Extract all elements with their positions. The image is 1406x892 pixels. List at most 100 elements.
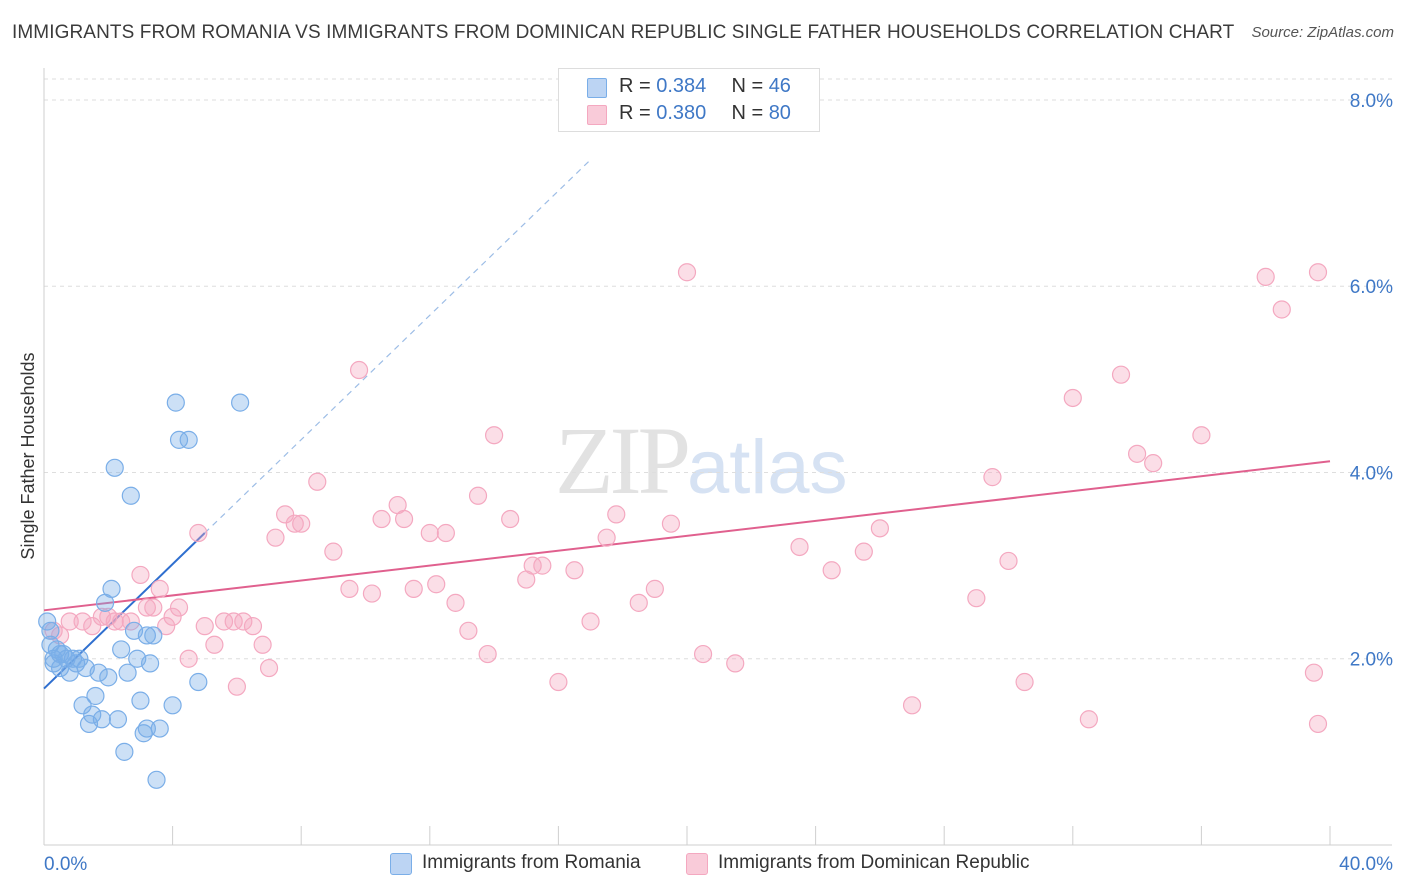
dominican-point bbox=[340, 579, 359, 598]
romania-point bbox=[231, 393, 250, 412]
dominican-point bbox=[1304, 663, 1324, 682]
dominican-point bbox=[308, 472, 327, 491]
romania-trend-extension bbox=[204, 159, 591, 534]
x-tick-label: 0.0% bbox=[44, 854, 87, 875]
dominican-point bbox=[324, 542, 343, 561]
dominican-point bbox=[112, 612, 131, 631]
dominican-point bbox=[902, 696, 922, 715]
romania-point bbox=[70, 649, 89, 668]
dominican-point bbox=[726, 654, 745, 673]
romania-point bbox=[169, 430, 189, 449]
dominican-point bbox=[677, 263, 697, 282]
legend-r-value-dominican: 0.380 bbox=[656, 102, 707, 124]
dominican-point bbox=[1015, 672, 1034, 692]
chart-source: Source: ZipAtlas.com bbox=[1251, 24, 1394, 41]
dominican-point bbox=[420, 523, 439, 543]
dominican-point bbox=[1308, 714, 1328, 734]
dominican-point bbox=[157, 617, 176, 636]
dominican-point bbox=[427, 575, 446, 594]
dominican-point bbox=[137, 598, 156, 617]
bottom-legend-dominican: Immigrants from Dominican Republic bbox=[718, 852, 1030, 873]
watermark-atlas: atlas bbox=[687, 425, 848, 510]
x-tick-label: 40.0% bbox=[1339, 854, 1393, 875]
y-tick-label: 6.0% bbox=[1350, 277, 1393, 298]
dominican-point bbox=[224, 612, 243, 631]
dominican-point bbox=[266, 528, 285, 547]
legend-row-dominican: R = 0.380 N = 80 bbox=[619, 102, 791, 125]
legend-r-label-romania: R = bbox=[619, 75, 657, 97]
dominican-point bbox=[292, 514, 311, 533]
chart-title: IMMIGRANTS FROM ROMANIA VS IMMIGRANTS FR… bbox=[12, 22, 1235, 43]
legend-n-value-dominican: 80 bbox=[768, 102, 791, 124]
dominican-point bbox=[549, 672, 568, 692]
axes bbox=[43, 68, 1392, 846]
dominican-point bbox=[227, 677, 246, 696]
dominican-point bbox=[436, 523, 455, 543]
romania-point bbox=[108, 710, 128, 729]
romania-point bbox=[166, 393, 185, 412]
dominican-point bbox=[150, 579, 169, 598]
dominican-point bbox=[661, 514, 681, 533]
watermark: ZIPatlas bbox=[555, 405, 848, 516]
trend-lines bbox=[43, 159, 1331, 690]
romania-point bbox=[102, 579, 121, 598]
dominican-point bbox=[179, 649, 198, 668]
tick-labels: 2.0% 4.0% 6.0% 8.0% 0.0% 40.0% bbox=[44, 91, 1393, 875]
dominican-point bbox=[1079, 710, 1098, 729]
romania-points bbox=[38, 393, 250, 789]
dominican-point bbox=[581, 612, 600, 631]
bottom-legend-swatch-dominican bbox=[686, 853, 708, 875]
dominican-point bbox=[983, 468, 1002, 487]
romania-point bbox=[92, 710, 111, 729]
dominican-point bbox=[276, 505, 295, 524]
dominican-point bbox=[1308, 263, 1328, 282]
dominican-point bbox=[60, 612, 79, 631]
dominican-point bbox=[234, 612, 253, 631]
dominican-point bbox=[1063, 388, 1082, 408]
dominican-point bbox=[629, 593, 648, 612]
dominican-point bbox=[372, 509, 391, 529]
dominican-point bbox=[189, 523, 208, 543]
romania-point bbox=[89, 663, 108, 682]
dominican-point bbox=[285, 514, 304, 533]
dominican-trend-line bbox=[43, 460, 1331, 612]
romania-point bbox=[115, 742, 134, 761]
dominican-point bbox=[349, 360, 369, 380]
dominican-point bbox=[870, 519, 890, 538]
dominican-point bbox=[205, 635, 224, 654]
dominican-point bbox=[1256, 267, 1275, 286]
dominican-point bbox=[50, 626, 70, 645]
dominican-point bbox=[73, 612, 92, 631]
dominican-point bbox=[131, 565, 150, 585]
dominican-point bbox=[468, 486, 488, 505]
y-axis-label: Single Father Households bbox=[18, 352, 38, 559]
dominican-point bbox=[1127, 444, 1147, 463]
dominican-point bbox=[214, 612, 234, 631]
romania-point bbox=[86, 686, 105, 706]
romania-point bbox=[163, 696, 182, 715]
legend-row-romania: R = 0.384 N = 46 bbox=[619, 75, 791, 98]
dominican-point bbox=[478, 644, 497, 664]
dominican-point bbox=[790, 537, 809, 557]
dominican-point bbox=[607, 505, 626, 524]
dominican-point bbox=[459, 621, 478, 640]
dominican-point bbox=[446, 593, 465, 612]
dominican-point bbox=[144, 598, 163, 617]
romania-point bbox=[73, 696, 92, 715]
dominican-point bbox=[394, 509, 414, 529]
dominican-point bbox=[523, 556, 542, 575]
dominican-point bbox=[565, 561, 584, 580]
dominican-points bbox=[44, 263, 1328, 734]
dominican-point bbox=[105, 612, 124, 631]
romania-point bbox=[41, 621, 60, 640]
dominican-point bbox=[854, 542, 873, 561]
bottom-legend-swatch-romania bbox=[390, 853, 412, 875]
legend-n-label-romania: N = bbox=[731, 75, 769, 97]
dominican-point bbox=[253, 635, 272, 654]
romania-point bbox=[144, 626, 163, 645]
dominican-point bbox=[501, 509, 520, 529]
legend: R = 0.384 N = 46 R = 0.380 N = 80 bbox=[558, 68, 820, 132]
romania-point bbox=[150, 719, 169, 738]
romania-point bbox=[137, 626, 156, 645]
romania-point bbox=[57, 649, 76, 668]
